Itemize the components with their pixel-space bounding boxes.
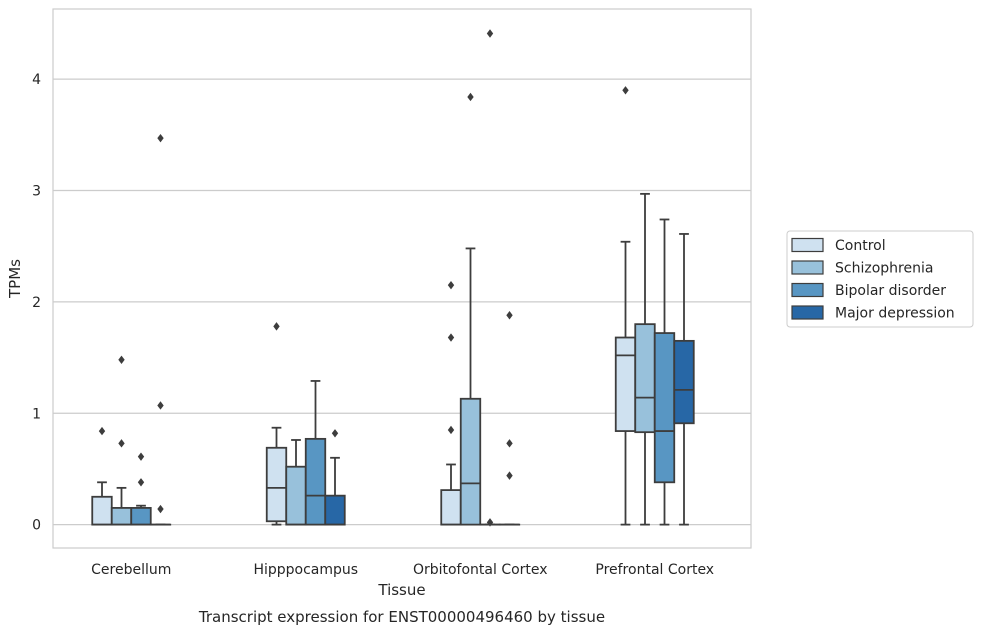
outlier-point	[118, 439, 125, 448]
outlier-point	[467, 92, 474, 102]
box-rect	[440, 489, 462, 526]
y-tick-label: 4	[32, 72, 41, 88]
box-major-depression	[673, 233, 695, 526]
box-major-depression	[149, 133, 172, 526]
box-rect	[653, 332, 676, 484]
outlier-point	[137, 478, 145, 487]
box-schizophrenia	[459, 92, 482, 526]
y-axis-label: TPMs	[6, 259, 24, 299]
legend-swatch	[791, 282, 824, 298]
box-bipolar-disorder	[653, 218, 676, 526]
x-axis-label: Tissue	[377, 581, 425, 599]
box-control	[91, 426, 113, 526]
legend: Control Schizophrenia Bipolar disorder Majo…	[786, 230, 974, 328]
legend-label: Schizophrenia	[835, 261, 933, 277]
outlier-point	[447, 425, 455, 435]
y-tick-label: 1	[32, 406, 41, 422]
box-rect	[265, 446, 288, 523]
box-major-depression	[498, 311, 521, 526]
outlier-point	[506, 311, 513, 320]
box-rect	[459, 397, 482, 526]
box-major-depression	[324, 429, 346, 526]
box-control	[440, 280, 462, 526]
outlier-point	[157, 133, 164, 143]
outlier-point	[118, 355, 125, 364]
box-rect	[91, 495, 113, 526]
box-schizophrenia	[285, 439, 307, 526]
outlier-point	[486, 29, 494, 38]
box-rect	[304, 437, 327, 526]
box-schizophrenia	[634, 192, 656, 526]
legend-label: Bipolar disorder	[835, 283, 946, 299]
box-rect	[634, 323, 656, 434]
legend-label: Major depression	[835, 306, 955, 322]
y-tick-label: 2	[32, 295, 41, 311]
y-tick-label: 0	[32, 518, 41, 534]
outlier-point	[506, 439, 513, 448]
x-tick-label: Cerebellum	[91, 562, 171, 578]
legend-swatch	[791, 260, 824, 275]
box-rect	[673, 339, 695, 425]
box-rect	[285, 465, 307, 526]
outlier-point	[157, 504, 164, 514]
outlier-point	[331, 429, 339, 438]
box-control	[265, 322, 288, 526]
legend-label: Control	[835, 238, 886, 254]
box-rect	[324, 494, 346, 526]
x-tick-label: Orbitofontal Cortex	[413, 562, 548, 578]
box-rect	[110, 507, 133, 526]
box-rect	[614, 336, 637, 432]
legend-frame	[786, 230, 974, 328]
outlier-point	[137, 452, 145, 461]
outlier-point	[447, 280, 455, 290]
x-tick-labels: Cerebellum Hipppocampus Orbitofontal Corte…	[91, 562, 714, 578]
box-schizophrenia	[110, 355, 133, 526]
box-rect	[130, 507, 152, 526]
outlier-point	[506, 471, 513, 480]
outlier-point	[486, 518, 494, 527]
box-bipolar-disorder	[130, 452, 152, 526]
y-tick-label: 3	[32, 184, 41, 200]
legend-swatch	[791, 305, 824, 320]
box-bipolar-disorder	[304, 380, 327, 526]
box-plots	[91, 29, 695, 527]
box-control	[614, 86, 637, 526]
outlier-point	[273, 322, 280, 331]
outlier-point	[622, 86, 629, 95]
x-tick-label: Prefrontal Cortex	[595, 562, 714, 578]
plot-frame	[52, 8, 752, 549]
chart-caption: Transcript expression for ENST0000049646…	[198, 608, 605, 626]
box-bipolar-disorder	[479, 29, 501, 527]
outlier-point	[157, 401, 164, 410]
legend-swatch	[791, 237, 824, 253]
outlier-point	[98, 426, 106, 436]
legend-items: Control Schizophrenia Bipolar disorder Majo…	[791, 237, 955, 322]
grid-lines	[53, 78, 751, 526]
x-tick-label: Hipppocampus	[253, 562, 358, 578]
y-tick-labels: 0 1 2 3 4	[32, 72, 41, 533]
outlier-point	[447, 333, 455, 342]
